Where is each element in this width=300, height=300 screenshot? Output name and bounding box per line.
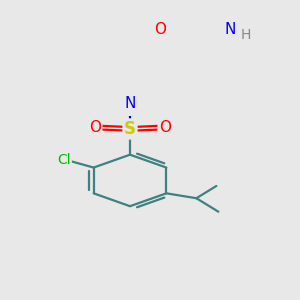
Text: O: O: [154, 22, 166, 37]
Text: Cl: Cl: [57, 153, 70, 167]
Text: O: O: [89, 120, 101, 135]
Text: O: O: [159, 120, 171, 135]
Text: S: S: [124, 120, 136, 138]
Text: H: H: [241, 28, 251, 42]
Text: N: N: [124, 96, 136, 111]
Text: N: N: [224, 22, 236, 37]
